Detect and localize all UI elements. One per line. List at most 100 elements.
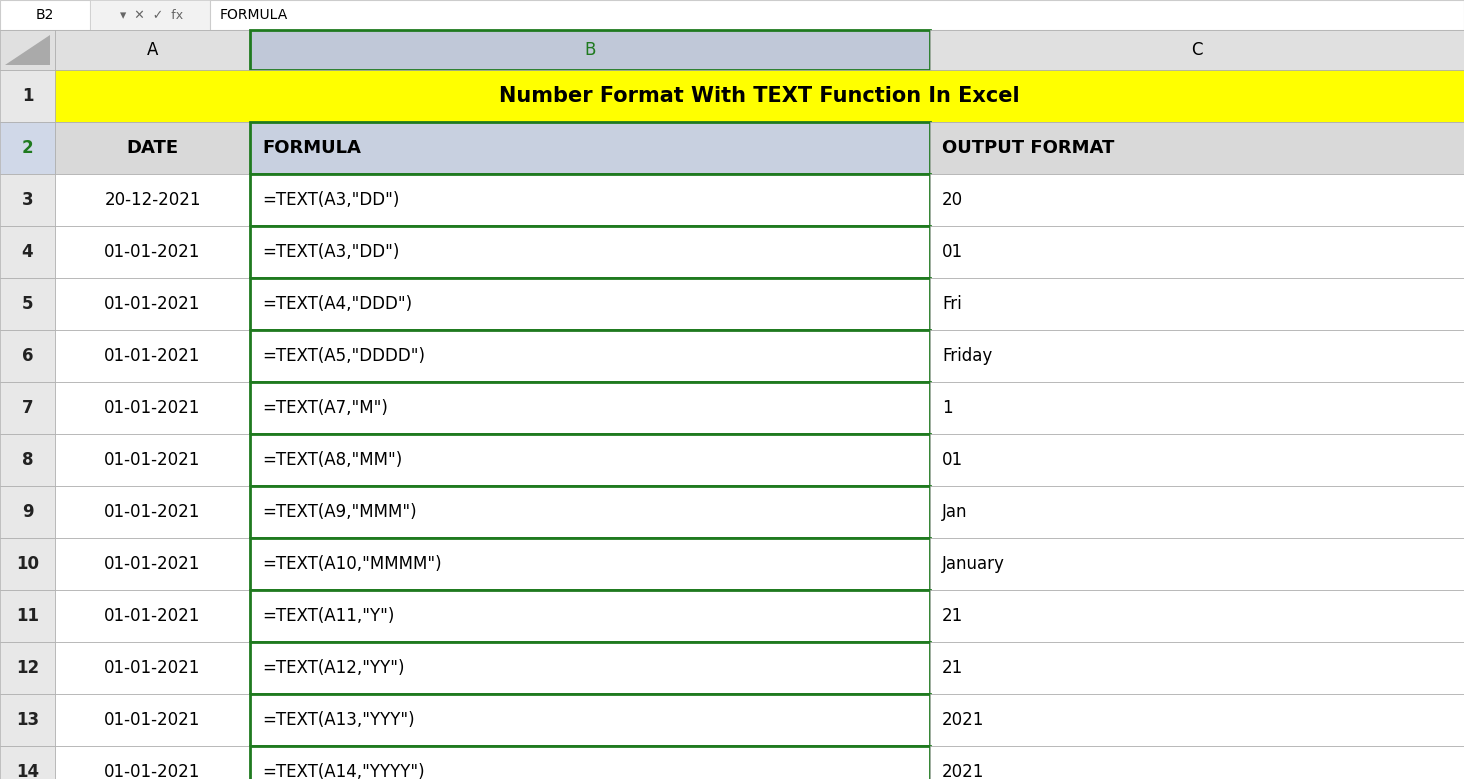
Text: 01-01-2021: 01-01-2021 (104, 399, 201, 417)
Text: 10: 10 (16, 555, 40, 573)
Text: =TEXT(A4,"DDD"): =TEXT(A4,"DDD") (262, 295, 413, 313)
Text: =TEXT(A13,"YYY"): =TEXT(A13,"YYY") (262, 711, 414, 729)
Bar (250, 642, 930, 694)
Text: January: January (941, 555, 1004, 573)
Text: B: B (584, 41, 596, 59)
Bar (56, 278, 250, 330)
Bar (250, 382, 930, 434)
Text: 20-12-2021: 20-12-2021 (104, 191, 201, 209)
Bar (0, 590, 56, 642)
Bar (209, 0, 1464, 30)
Bar (930, 694, 1464, 746)
Polygon shape (4, 35, 50, 65)
Text: FORMULA: FORMULA (262, 139, 360, 157)
Bar (0, 486, 56, 538)
Text: 9: 9 (22, 503, 34, 521)
Bar (930, 330, 1464, 382)
Text: 13: 13 (16, 711, 40, 729)
Bar (0, 0, 89, 30)
Bar (930, 746, 1464, 779)
Bar (930, 434, 1464, 486)
Text: =TEXT(A9,"MMM"): =TEXT(A9,"MMM") (262, 503, 417, 521)
Bar (0, 538, 56, 590)
Bar (250, 694, 930, 746)
Text: 01-01-2021: 01-01-2021 (104, 295, 201, 313)
Text: 1: 1 (22, 87, 34, 105)
Bar (930, 278, 1464, 330)
Text: 20: 20 (941, 191, 963, 209)
Bar (89, 0, 209, 30)
Text: 4: 4 (22, 243, 34, 261)
Bar (930, 538, 1464, 590)
Bar (56, 642, 250, 694)
Bar (56, 174, 250, 226)
Text: 2: 2 (22, 139, 34, 157)
Text: 01-01-2021: 01-01-2021 (104, 763, 201, 779)
Text: =TEXT(A8,"MM"): =TEXT(A8,"MM") (262, 451, 403, 469)
Bar (930, 486, 1464, 538)
Text: 8: 8 (22, 451, 34, 469)
Bar (930, 174, 1464, 226)
Text: 11: 11 (16, 607, 40, 625)
Text: B2: B2 (35, 8, 54, 22)
Bar (0, 0, 1464, 30)
Text: 01: 01 (941, 243, 963, 261)
Text: 2021: 2021 (941, 763, 984, 779)
Bar (250, 330, 930, 382)
Bar (56, 226, 250, 278)
Bar (56, 590, 250, 642)
Bar (56, 538, 250, 590)
Text: =TEXT(A10,"MMMM"): =TEXT(A10,"MMMM") (262, 555, 442, 573)
Bar (250, 538, 930, 590)
Text: 1: 1 (941, 399, 953, 417)
Bar (56, 486, 250, 538)
Text: FORMULA: FORMULA (220, 8, 288, 22)
Bar (0, 226, 56, 278)
Bar (250, 122, 930, 174)
Text: =TEXT(A5,"DDDD"): =TEXT(A5,"DDDD") (262, 347, 425, 365)
Bar (250, 746, 930, 779)
Text: 7: 7 (22, 399, 34, 417)
Text: A: A (146, 41, 158, 59)
Bar (0, 122, 56, 174)
Text: 6: 6 (22, 347, 34, 365)
Bar (250, 174, 930, 226)
Bar (0, 746, 56, 779)
Bar (0, 694, 56, 746)
Bar (250, 278, 930, 330)
Bar (250, 434, 930, 486)
Bar (0, 642, 56, 694)
Text: OUTPUT FORMAT: OUTPUT FORMAT (941, 139, 1114, 157)
Bar (56, 382, 250, 434)
Bar (930, 122, 1464, 174)
Bar (56, 70, 1464, 122)
Bar (250, 226, 930, 278)
Text: 01-01-2021: 01-01-2021 (104, 659, 201, 677)
Bar (56, 122, 250, 174)
Text: =TEXT(A7,"M"): =TEXT(A7,"M") (262, 399, 388, 417)
Bar (250, 30, 930, 70)
Bar (56, 746, 250, 779)
Text: 01-01-2021: 01-01-2021 (104, 347, 201, 365)
Text: DATE: DATE (126, 139, 179, 157)
Text: Jan: Jan (941, 503, 968, 521)
Text: 2021: 2021 (941, 711, 984, 729)
Text: 21: 21 (941, 607, 963, 625)
Bar (0, 278, 56, 330)
Text: ▾  ✕  ✓  fx: ▾ ✕ ✓ fx (120, 9, 183, 22)
Bar (930, 590, 1464, 642)
Bar (930, 30, 1464, 70)
Bar (0, 30, 56, 70)
Text: =TEXT(A3,"DD"): =TEXT(A3,"DD") (262, 191, 400, 209)
Text: 01-01-2021: 01-01-2021 (104, 607, 201, 625)
Bar (930, 382, 1464, 434)
Bar (56, 434, 250, 486)
Bar (56, 330, 250, 382)
Text: 01-01-2021: 01-01-2021 (104, 503, 201, 521)
Text: 01-01-2021: 01-01-2021 (104, 451, 201, 469)
Text: 14: 14 (16, 763, 40, 779)
Bar (250, 590, 930, 642)
Text: 01: 01 (941, 451, 963, 469)
Text: C: C (1192, 41, 1203, 59)
Bar (56, 30, 250, 70)
